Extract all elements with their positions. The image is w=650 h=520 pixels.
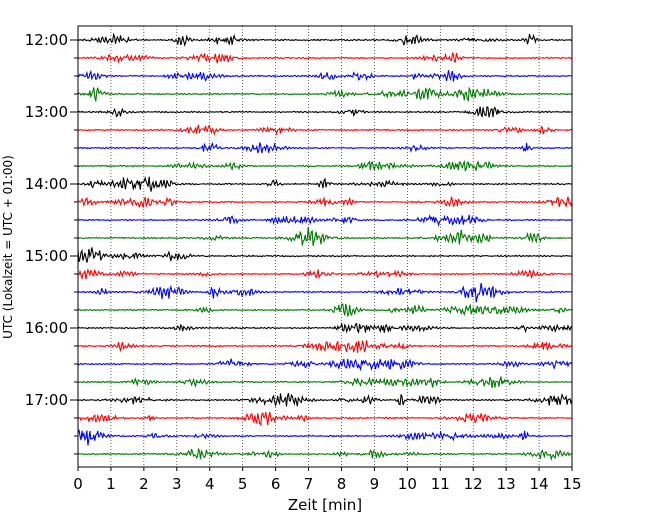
seismic-trace: [77, 322, 573, 334]
x-tick-label: 12: [464, 475, 483, 493]
seismic-trace: [77, 447, 573, 462]
seismic-trace: [77, 340, 573, 353]
seismic-trace: [77, 176, 573, 192]
x-tick-label: 6: [271, 475, 281, 493]
x-tick-label: 9: [370, 475, 380, 493]
seismic-trace: [77, 141, 573, 155]
x-tick-label: 7: [304, 475, 314, 493]
x-tick-label: 5: [238, 475, 248, 493]
x-axis-ticks: 0 1 2 3 4 5 6 7 8 9 10 11 12 13 14 15: [73, 467, 582, 493]
seismic-trace: [77, 267, 573, 281]
seismic-trace: [77, 69, 573, 82]
y-tick-label: 16:00: [25, 319, 68, 337]
seismic-trace: [77, 51, 573, 64]
seismic-trace: [77, 32, 573, 47]
seismic-trace: [77, 247, 572, 263]
y-axis-ticks: 12:00 13:00 14:00 15:00 16:00 17:00: [25, 31, 78, 455]
seismic-trace: [77, 376, 573, 389]
x-tick-label: 10: [398, 475, 417, 493]
x-tick-label: 13: [497, 475, 516, 493]
y-tick-label: 15:00: [25, 247, 68, 265]
seismic-trace: [77, 358, 573, 372]
x-tick-label: 4: [205, 475, 215, 493]
x-tick-label: 0: [73, 475, 83, 493]
x-tick-label: 2: [139, 475, 149, 493]
seismic-trace: [77, 429, 573, 446]
seismic-trace: [77, 392, 573, 408]
seismic-trace: [77, 196, 573, 209]
y-axis-label: UTC (Lokalzeit = UTC + 01:00): [1, 155, 15, 339]
y-tick-label: 13:00: [25, 103, 68, 121]
x-tick-label: 8: [337, 475, 347, 493]
x-tick-label: 11: [431, 475, 450, 493]
plot-frame: [77, 25, 573, 468]
x-tick-label: 1: [106, 475, 116, 493]
y-tick-label: 17:00: [25, 391, 68, 409]
seismic-trace: [77, 283, 572, 303]
seismic-trace: [77, 105, 573, 118]
y-tick-label: 12:00: [25, 31, 68, 49]
seismic-trace: [77, 303, 573, 318]
x-tick-label: 15: [562, 475, 581, 493]
seismic-trace: [77, 226, 573, 247]
seismic-traces: [77, 32, 573, 462]
seismic-trace: [77, 411, 573, 426]
x-tick-label: 3: [172, 475, 182, 493]
seismic-trace: [77, 86, 573, 103]
x-tick-label: 14: [530, 475, 549, 493]
seismic-trace: [77, 124, 573, 136]
seismic-trace: [77, 159, 573, 172]
seismic-trace: [77, 213, 573, 227]
vertical-grid: [110, 26, 540, 467]
y-tick-label: 14:00: [25, 175, 68, 193]
x-axis-label: Zeit [min]: [288, 496, 362, 514]
